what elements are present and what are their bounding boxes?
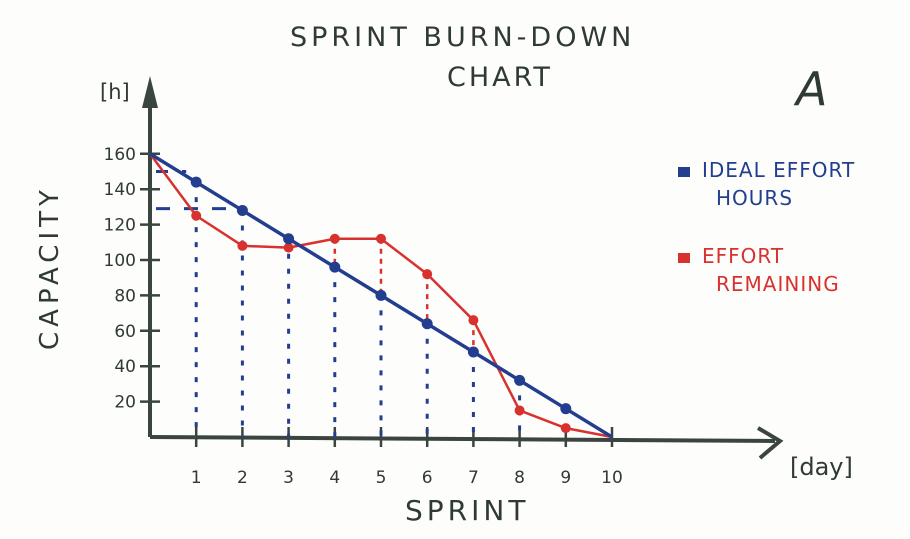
y-axis-unit: [h] — [100, 80, 130, 104]
y-tick-label: 80 — [114, 286, 136, 306]
y-tick-label: 60 — [114, 322, 136, 342]
chart-title-line1: SPRINT BURN-DOWN — [290, 22, 636, 53]
y-tick-label: 160 — [104, 145, 136, 165]
x-tick-label: 8 — [514, 468, 525, 488]
effort-data-point — [191, 210, 202, 221]
x-axis-arrow-icon — [756, 426, 784, 460]
legend-swatch-ideal — [678, 166, 690, 177]
x-tick-label: 7 — [468, 468, 479, 488]
ideal-data-point — [421, 318, 433, 330]
x-axis-label: SPRINT — [405, 494, 530, 527]
y-tick-label: 100 — [104, 251, 136, 271]
effort-data-point — [283, 242, 294, 253]
ideal-data-point — [514, 374, 526, 386]
y-tick-label: 20 — [114, 393, 136, 413]
y-tick-label: 40 — [114, 357, 136, 377]
x-tick-label: 1 — [191, 468, 202, 488]
legend-label-effort-1: EFFORT — [702, 244, 785, 268]
x-tick-label: 4 — [329, 468, 340, 488]
ideal-data-point — [190, 176, 202, 188]
effort-data-point — [376, 233, 386, 244]
effort-data-point — [422, 269, 433, 280]
ideal-data-point — [560, 403, 572, 415]
x-tick-label: 5 — [376, 468, 387, 488]
x-axis-line — [149, 435, 776, 443]
x-axis-unit: [day] — [790, 453, 853, 481]
effort-data-point — [237, 240, 248, 251]
legend-label-ideal-2: HOURS — [716, 186, 794, 210]
legend-label-effort-2: REMAINING — [716, 272, 840, 296]
y-tick-label: 140 — [104, 180, 136, 200]
x-tick-label: 6 — [422, 468, 433, 488]
chart-title-line2: CHART — [447, 62, 553, 93]
legend-item-ideal: IDEAL EFFORT HOURS — [678, 158, 855, 210]
y-axis-arrow-icon — [142, 76, 158, 108]
ideal-data-point — [283, 233, 295, 245]
legend-label-ideal-1: IDEAL EFFORT — [702, 158, 856, 182]
x-tick-label: 9 — [560, 468, 571, 488]
legend-item-effort: EFFORT REMAINING — [678, 244, 840, 296]
legend-swatch-effort — [678, 252, 690, 263]
ideal-data-point — [329, 261, 341, 273]
effort-data-point — [468, 315, 479, 326]
ideal-data-point — [236, 204, 248, 216]
x-tick-label: 10 — [601, 468, 623, 488]
x-tick-label: 2 — [237, 468, 248, 488]
ideal-data-point — [467, 346, 479, 358]
y-tick-label: 120 — [104, 216, 136, 236]
effort-data-point — [514, 405, 525, 416]
ideal-data-point — [375, 289, 387, 301]
x-tick-label: 3 — [283, 468, 294, 488]
panel-letter: A — [796, 62, 828, 116]
effort-data-point — [560, 423, 571, 434]
effort-data-point — [329, 233, 340, 244]
